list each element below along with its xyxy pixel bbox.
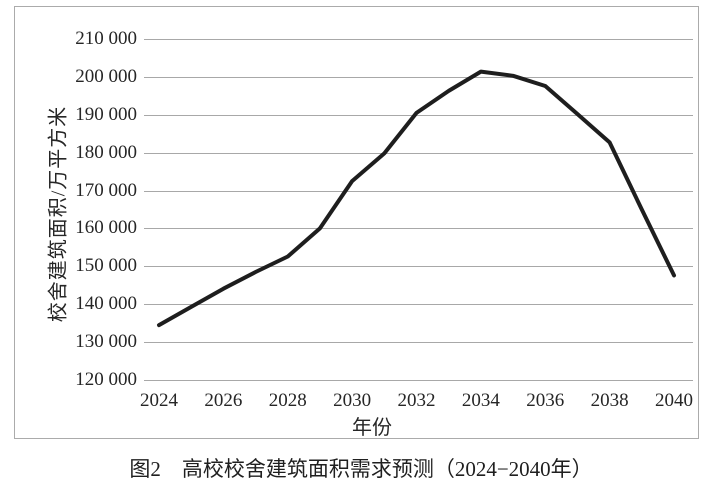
gridline <box>144 39 693 40</box>
y-tick-label: 140 000 <box>75 293 137 315</box>
x-tick-label: 2040 <box>655 390 693 411</box>
figure-caption: 图2 高校校舍建筑面积需求预测（2024−2040年） <box>129 457 593 481</box>
x-tick-label: 2026 <box>204 390 243 411</box>
x-axis-title: 年份 <box>352 417 392 439</box>
x-tick-label: 2038 <box>590 390 629 411</box>
data-line-series <box>157 69 676 328</box>
y-tick-label: 180 000 <box>75 141 137 163</box>
x-tick-label: 2028 <box>268 390 307 411</box>
chart-figure: 校舍建筑面积/万平方米 210 000 200 000 190 000 180 000… <box>14 6 699 439</box>
gridline <box>144 114 693 116</box>
gridline <box>144 342 693 344</box>
y-tick-label: 130 000 <box>75 331 137 353</box>
x-tick-label: 2036 <box>526 390 565 411</box>
gridline <box>144 266 693 268</box>
gridline <box>144 228 693 230</box>
gridline <box>144 190 693 192</box>
x-tick-label: 2024 <box>140 390 178 411</box>
y-tick-label: 210 000 <box>75 28 137 49</box>
gridline <box>144 304 693 306</box>
plot-area <box>144 39 693 381</box>
gridline <box>144 152 693 154</box>
gridline <box>144 380 693 381</box>
y-axis-title: 校舍建筑面积/万平方米 <box>47 105 70 323</box>
x-tick-label: 2034 <box>461 390 500 411</box>
chart-line-svg <box>157 69 676 328</box>
x-tick-label: 2032 <box>397 390 436 411</box>
gridline <box>144 76 693 78</box>
x-tick-label: 2030 <box>333 390 372 411</box>
y-tick-label: 160 000 <box>75 217 137 239</box>
y-tick-label: 150 000 <box>75 255 137 277</box>
y-tick-label: 120 000 <box>75 369 137 390</box>
y-tick-label: 200 000 <box>75 65 137 87</box>
y-tick-label: 170 000 <box>75 179 137 201</box>
y-tick-label: 190 000 <box>75 103 137 125</box>
